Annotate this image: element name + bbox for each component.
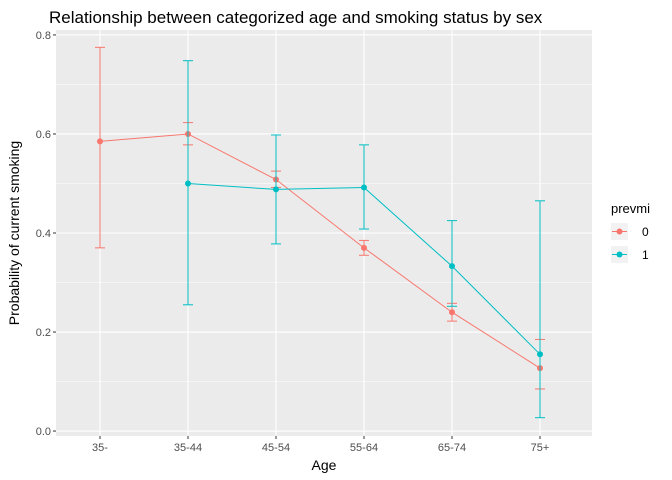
data-point	[97, 138, 103, 145]
data-point	[361, 184, 367, 191]
axes: 0.0 0.2 0.4 0.6 0.8 35- 35-44 45-54 55-64 65-74 75…	[36, 30, 550, 454]
legend-item-1: 1	[611, 246, 649, 263]
y-tick-label: 0.0	[36, 426, 51, 438]
x-tick-label: 35-44	[174, 442, 202, 454]
y-tick-label: 0.6	[36, 129, 51, 141]
data-point	[449, 263, 455, 270]
legend-key-point	[616, 228, 623, 235]
legend-key-point	[616, 251, 623, 258]
x-tick-label: 75+	[531, 442, 550, 454]
data-point	[449, 309, 455, 316]
data-point	[537, 351, 543, 358]
x-tick-label: 65-74	[438, 442, 466, 454]
legend: prevmi 0 1	[611, 201, 650, 263]
error-bar	[535, 200, 545, 419]
x-axis-title: Age	[312, 457, 337, 473]
series-1	[183, 60, 545, 419]
data-point	[273, 186, 279, 193]
y-tick-label: 0.2	[36, 327, 51, 339]
legend-label: 1	[642, 248, 649, 262]
x-tick-label: 35-	[92, 442, 108, 454]
legend-title: prevmi	[611, 201, 650, 216]
legend-item-0: 0	[611, 223, 649, 240]
error-bar	[95, 46, 105, 249]
x-tick-label: 55-64	[350, 442, 378, 454]
y-tick-label: 0.8	[36, 30, 51, 42]
x-tick-label: 45-54	[262, 442, 290, 454]
series-line	[99, 133, 541, 369]
y-tick-label: 0.4	[36, 228, 51, 240]
y-axis-title: Probability of current smoking	[6, 141, 22, 325]
legend-label: 0	[642, 225, 649, 239]
data-point	[185, 180, 191, 187]
chart-title: Relationship between categorized age and…	[49, 8, 543, 27]
series-layer	[95, 46, 545, 419]
data-point	[361, 244, 367, 251]
